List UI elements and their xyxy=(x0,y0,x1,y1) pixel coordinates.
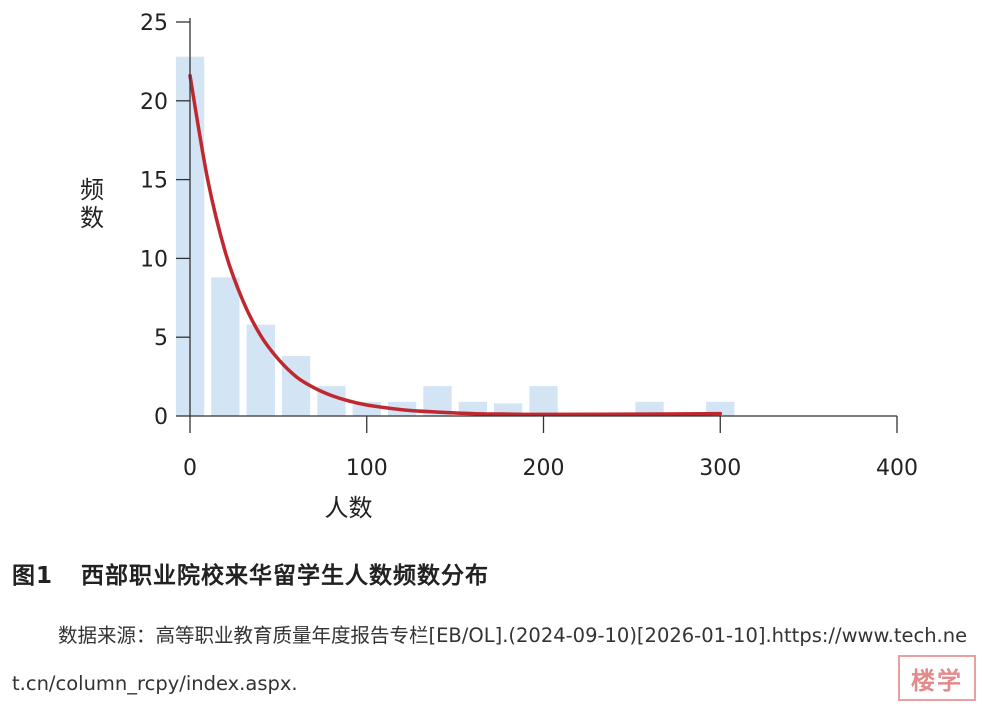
bar-3 xyxy=(281,356,311,416)
seal-stamp-icon: 楼学 xyxy=(898,655,976,701)
axis-labels: 0 5 10 15 20 25 0 100 200 300 400 人数 频数 xyxy=(80,11,918,522)
x-tick-label-100: 100 xyxy=(346,456,388,481)
bars xyxy=(175,56,735,416)
x-tick-label-400: 400 xyxy=(876,456,918,481)
source-note: 数据来源：高等职业教育质量年度报告专栏[EB/OL].(2024-09-10)[… xyxy=(12,624,968,695)
bar-1 xyxy=(211,277,240,416)
x-tick-label-200: 200 xyxy=(523,456,565,481)
bar-2 xyxy=(246,324,275,416)
axes xyxy=(176,18,898,433)
x-tick-label-0: 0 xyxy=(183,456,197,481)
y-tick-label-10: 10 xyxy=(140,247,168,272)
bar-10 xyxy=(529,386,558,416)
y-axis-label: 频数 xyxy=(80,176,104,232)
y-axis-label-char: 数 xyxy=(80,204,104,232)
seal-text: 楼学 xyxy=(911,665,963,695)
fit-curve-line xyxy=(188,73,723,417)
x-axis-label: 人数 xyxy=(325,494,373,522)
y-tick-label-5: 5 xyxy=(154,326,168,351)
histogram-chart: 0 5 10 15 20 25 0 100 200 300 400 人数 频数 xyxy=(80,11,918,522)
y-tick-label-20: 20 xyxy=(140,90,168,115)
y-tick-label-0: 0 xyxy=(154,405,168,430)
figure-caption: 图1 西部职业院校来华留学生人数频数分布 xyxy=(12,556,489,590)
y-axis-label-char: 频 xyxy=(80,176,104,204)
y-tick-label-25: 25 xyxy=(140,11,168,36)
x-tick-label-300: 300 xyxy=(699,456,741,481)
figure-title: 西部职业院校来华留学生人数频数分布 xyxy=(81,563,490,589)
figure-label: 图1 xyxy=(12,563,54,589)
fit-curve-layer xyxy=(188,73,723,417)
y-tick-label-15: 15 xyxy=(140,169,168,194)
